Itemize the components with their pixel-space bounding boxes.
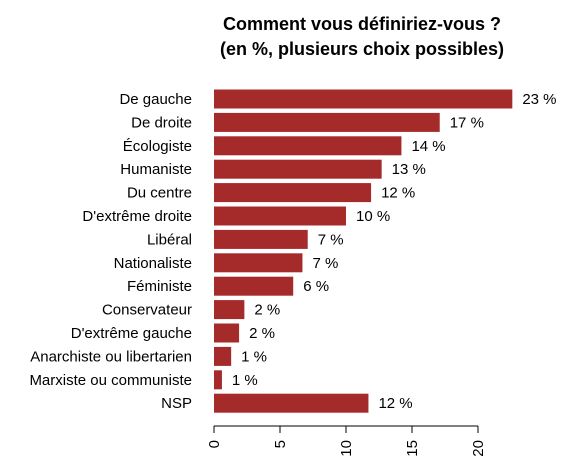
value-label-nsp: 12 % xyxy=(378,395,412,412)
category-label-humaniste: Humaniste xyxy=(120,161,192,178)
value-label-d-extreme-gauche: 2 % xyxy=(249,325,275,342)
category-label-feministe: Féministe xyxy=(127,278,192,295)
category-label-conservateur: Conservateur xyxy=(102,302,192,319)
value-label-ecologiste: 14 % xyxy=(411,138,445,155)
x-tick-label-15: 15 xyxy=(404,440,421,457)
category-label-d-extreme-droite: D'extrême droite xyxy=(82,208,192,225)
category-label-nsp: NSP xyxy=(161,395,192,412)
value-label-conservateur: 2 % xyxy=(254,302,280,319)
bar-marxiste-ou-communiste xyxy=(214,370,222,390)
x-tick-label-5: 5 xyxy=(272,440,289,448)
value-label-feministe: 6 % xyxy=(303,278,329,295)
category-label-du-centre: Du centre xyxy=(127,185,192,202)
bar-d-extreme-gauche xyxy=(214,323,240,343)
value-label-marxiste-ou-communiste: 1 % xyxy=(232,372,258,389)
category-label-marxiste-ou-communiste: Marxiste ou communiste xyxy=(29,372,192,389)
bar-liberal xyxy=(214,229,308,249)
value-label-nationaliste: 7 % xyxy=(312,255,338,272)
bar-nationaliste xyxy=(214,253,303,273)
category-label-liberal: Libéral xyxy=(147,231,192,248)
value-labels: 23 % 17 % 14 % 13 % 12 % 10 % 7 % 7 % 6 % 2 % 2 % 1… xyxy=(232,91,557,412)
bar-feministe xyxy=(214,276,294,296)
value-label-anarchiste-ou-libertarien: 1 % xyxy=(241,348,267,365)
x-axis: 0 5 10 15 20 xyxy=(206,425,487,457)
category-label-ecologiste: Écologiste xyxy=(123,138,192,155)
bar-ecologiste xyxy=(214,136,402,156)
category-label-anarchiste-ou-libertarien: Anarchiste ou libertarien xyxy=(30,348,192,365)
bar-de-gauche xyxy=(214,89,513,109)
bar-humaniste xyxy=(214,159,382,179)
category-label-d-extreme-gauche: D'extrême gauche xyxy=(71,325,192,342)
category-label-de-gauche: De gauche xyxy=(119,91,192,108)
value-label-de-gauche: 23 % xyxy=(522,91,556,108)
value-label-du-centre: 12 % xyxy=(381,185,415,202)
bar-de-droite xyxy=(214,112,440,132)
bar-conservateur xyxy=(214,300,245,320)
bar-nsp xyxy=(214,393,369,413)
bars-group xyxy=(214,89,513,413)
chart-title: Comment vous définiriez-vous ? xyxy=(223,14,501,34)
value-label-de-droite: 17 % xyxy=(450,114,484,131)
category-labels: De gauche De droite Écologiste Humaniste Du … xyxy=(29,91,192,412)
value-label-d-extreme-droite: 10 % xyxy=(356,208,390,225)
chart-subtitle: (en %, plusieurs choix possibles) xyxy=(220,39,504,59)
bar-anarchiste-ou-libertarien xyxy=(214,346,232,366)
x-tick-label-0: 0 xyxy=(206,440,223,448)
bar-d-extreme-droite xyxy=(214,206,346,226)
bar-du-centre xyxy=(214,183,372,203)
category-label-nationaliste: Nationaliste xyxy=(114,255,192,272)
value-label-liberal: 7 % xyxy=(318,231,344,248)
x-tick-label-20: 20 xyxy=(470,440,487,457)
category-label-de-droite: De droite xyxy=(131,114,192,131)
x-tick-label-10: 10 xyxy=(338,440,355,457)
value-label-humaniste: 13 % xyxy=(392,161,426,178)
